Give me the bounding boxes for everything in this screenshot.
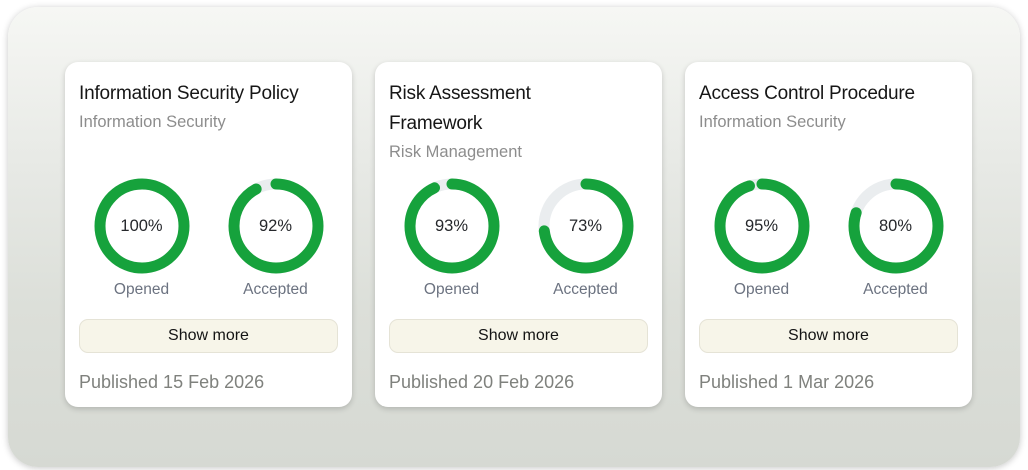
accepted-stat: 92% Accepted [228,178,324,299]
policy-title: Information Security Policy [79,83,299,104]
content-panel: Information Security Policy Information … [8,7,1020,467]
donut-ring-icon [404,178,499,274]
show-more-button[interactable]: Show more [389,319,648,353]
policy-card: Access Control Procedure Information Sec… [685,62,972,407]
donut-ring-icon [714,178,809,274]
accepted-percent: 80% [878,216,913,235]
donut-ring-icon [94,178,189,274]
policy-title: Risk Assessment Framework [389,83,531,134]
stats-row: 95% Opened 80% Accepted [699,178,958,299]
opened-stat: 95% Opened [714,178,810,299]
opened-label: Opened [113,281,170,298]
donut-ring-icon [228,178,323,274]
policy-title: Access Control Procedure [699,83,915,104]
policy-card: Risk Assessment Framework Risk Managemen… [375,62,662,407]
accepted-donut-chart: 80% [848,178,944,274]
opened-percent: 93% [434,216,469,235]
accepted-donut-chart: 92% [228,178,324,274]
accepted-donut-chart: 73% [538,178,634,274]
policy-card: Information Security Policy Information … [65,62,352,407]
accepted-percent: 92% [258,216,293,235]
opened-stat: 100% Opened [94,178,190,299]
accepted-stat: 80% Accepted [848,178,944,299]
accepted-percent: 73% [568,216,603,235]
opened-percent: 100% [120,216,163,235]
opened-donut-chart: 93% [404,178,500,274]
published-date: Published 15 Feb 2026 [79,372,265,392]
show-more-button[interactable]: Show more [699,319,958,353]
stats-row: 100% Opened 92% Accepted [79,178,338,299]
accepted-label: Accepted [553,281,618,298]
stats-row: 93% Opened 73% Accepted [389,178,648,299]
donut-ring-icon [538,178,633,274]
opened-donut-chart: 95% [714,178,810,274]
opened-stat: 93% Opened [404,178,500,299]
opened-label: Opened [423,281,480,298]
show-more-button[interactable]: Show more [79,319,338,353]
policy-category: Information Security [79,113,226,131]
policy-card-list: Information Security Policy Information … [65,62,972,407]
opened-percent: 95% [744,216,779,235]
accepted-label: Accepted [863,281,928,298]
policy-category: Risk Management [389,143,522,161]
accepted-stat: 73% Accepted [538,178,634,299]
policy-category: Information Security [699,113,846,131]
published-date: Published 20 Feb 2026 [389,372,575,392]
opened-donut-chart: 100% [94,178,190,274]
published-date: Published 1 Mar 2026 [699,372,875,392]
opened-label: Opened [733,281,790,298]
accepted-label: Accepted [243,281,308,298]
donut-ring-icon [848,178,943,274]
